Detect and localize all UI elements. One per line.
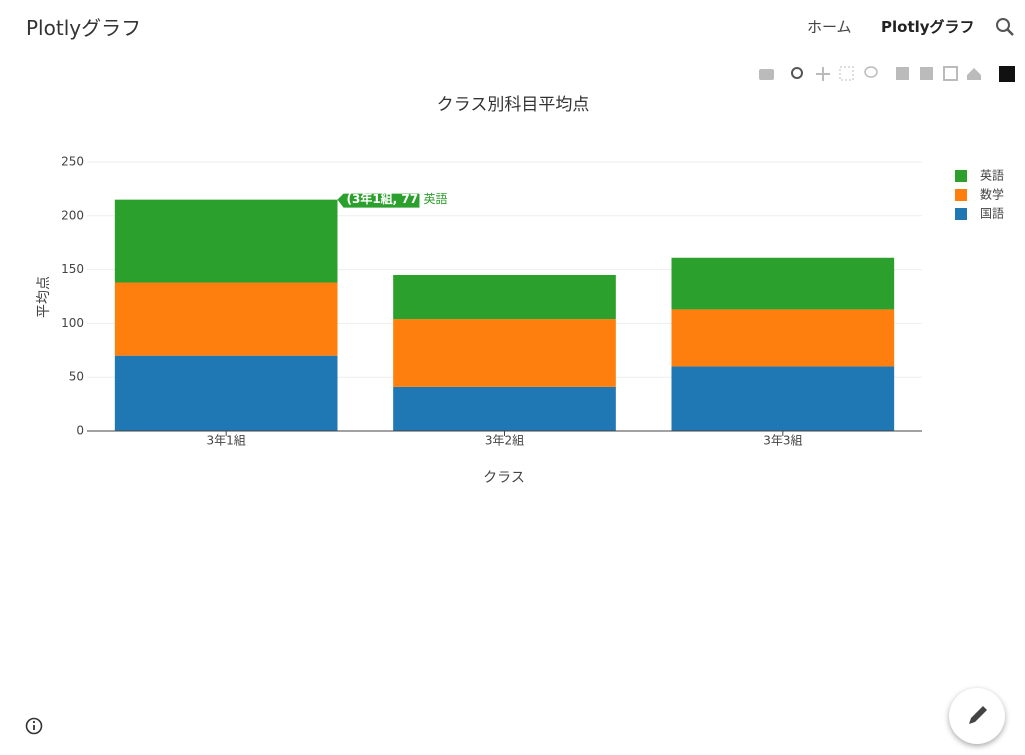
modebar bbox=[759, 66, 1015, 82]
x-tick-label: 3年1組 bbox=[207, 434, 246, 448]
search-icon[interactable] bbox=[994, 16, 1016, 38]
hover-series: 英語 bbox=[424, 192, 448, 206]
brand[interactable]: Plotlyグラフ bbox=[26, 16, 142, 40]
x-tick-label: 3年2組 bbox=[485, 434, 524, 448]
bar-segment bbox=[393, 386, 616, 431]
x-tick-label: 3年3組 bbox=[763, 434, 802, 448]
hover-text: (3年1組, 77) bbox=[347, 191, 424, 206]
legend-label: 数学 bbox=[980, 187, 1004, 202]
x-axis-title: クラス bbox=[483, 470, 525, 486]
pan-icon[interactable] bbox=[816, 67, 830, 81]
bar-segment bbox=[393, 319, 616, 387]
pencil-icon bbox=[969, 706, 987, 724]
hover-label: (3年1組, 77) 英語 bbox=[337, 191, 448, 208]
y-tick-label: 150 bbox=[61, 262, 84, 276]
camera-icon[interactable] bbox=[759, 69, 774, 80]
zoom-icon[interactable] bbox=[791, 67, 803, 79]
legend-swatch bbox=[955, 170, 967, 182]
legend-label: 英語 bbox=[980, 169, 1004, 183]
bar-segment bbox=[114, 199, 338, 283]
y-tick-label: 200 bbox=[61, 208, 84, 222]
legend-swatch bbox=[955, 208, 967, 220]
y-tick-label: 0 bbox=[76, 424, 84, 438]
bar-segment bbox=[114, 355, 338, 431]
info-icon[interactable] bbox=[24, 716, 44, 736]
chart: クラス別科目平均点 平均点 クラス 0 50 100 150 200 250 3年1組 3年2… bbox=[36, 66, 1015, 486]
legend-label: 国語 bbox=[980, 207, 1004, 221]
y-tick-label: 100 bbox=[61, 316, 84, 330]
y-tick-label: 250 bbox=[61, 155, 84, 169]
edit-button[interactable] bbox=[949, 688, 1005, 744]
plotly-logo[interactable] bbox=[999, 66, 1015, 82]
y-tick-label: 50 bbox=[69, 370, 84, 384]
bar-segment bbox=[393, 274, 616, 320]
autoscale-icon[interactable] bbox=[943, 66, 958, 81]
hover-box bbox=[337, 193, 420, 208]
bar-segment bbox=[114, 282, 338, 356]
bar-segment bbox=[671, 257, 895, 310]
legend-swatch bbox=[955, 189, 967, 201]
y-axis-title: 平均点 bbox=[36, 276, 52, 318]
bar-segment bbox=[671, 366, 895, 431]
lasso-icon[interactable] bbox=[864, 66, 878, 78]
nav-home[interactable]: ホーム bbox=[807, 18, 852, 36]
zoom-out-icon[interactable] bbox=[920, 67, 933, 80]
select-icon[interactable] bbox=[839, 66, 854, 81]
home-icon[interactable] bbox=[967, 68, 981, 80]
bar-segment bbox=[671, 309, 895, 367]
nav-plotly[interactable]: Plotlyグラフ bbox=[881, 18, 975, 36]
header: Plotlyグラフ ホーム Plotlyグラフ bbox=[0, 0, 1025, 55]
chart-title: クラス別科目平均点 bbox=[437, 95, 590, 115]
zoom-in-icon[interactable] bbox=[896, 67, 909, 80]
